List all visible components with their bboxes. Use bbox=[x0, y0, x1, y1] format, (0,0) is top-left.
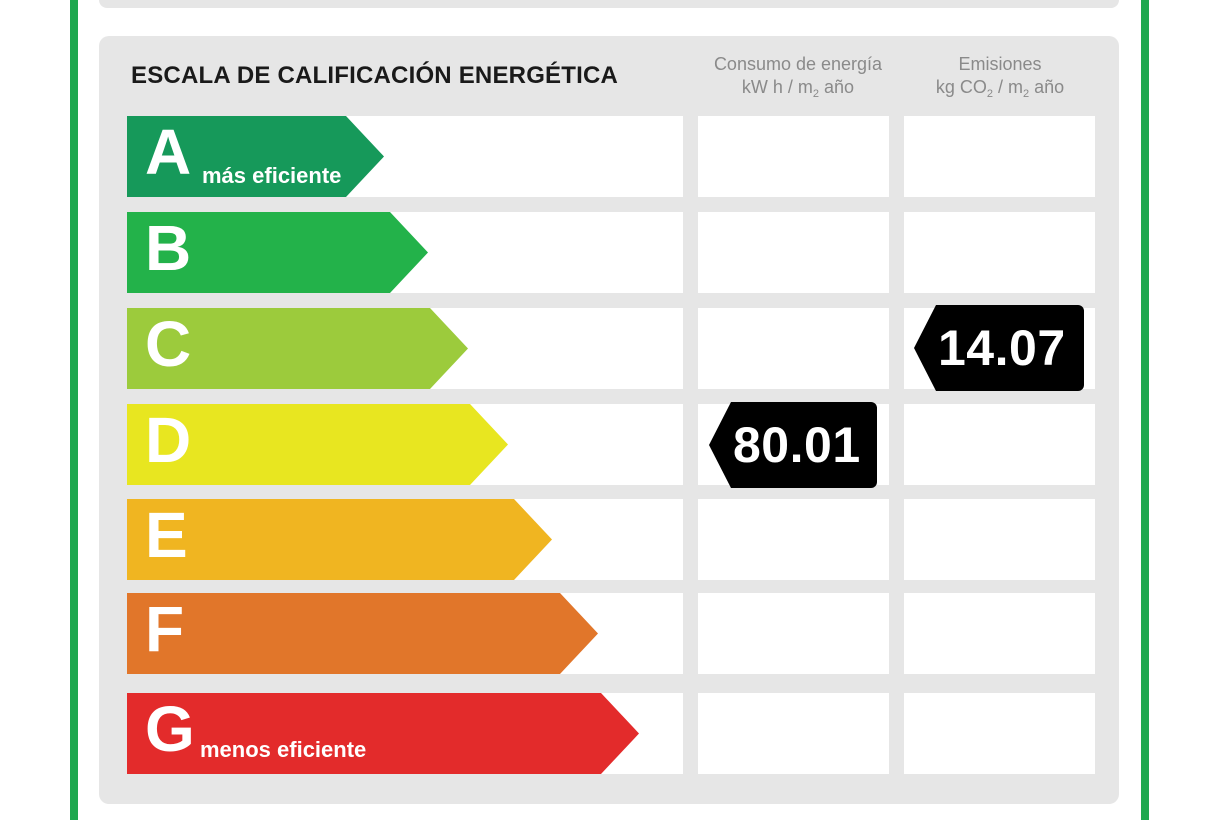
class-arrow-d: D bbox=[127, 404, 508, 485]
energy-cell-g bbox=[698, 693, 889, 774]
class-arrow-f: F bbox=[127, 593, 598, 674]
previous-section-panel bbox=[99, 0, 1119, 8]
class-letter-f: F bbox=[145, 593, 185, 665]
emissions-cell-a bbox=[904, 116, 1095, 197]
emissions-rating-marker: 14.07 bbox=[914, 305, 1084, 391]
energy-header-line1: Consumo de energía bbox=[713, 54, 883, 74]
energy-rating-marker: 80.01 bbox=[709, 402, 877, 488]
energy-cell-b bbox=[698, 212, 889, 293]
energy-cell-c bbox=[698, 308, 889, 389]
emissions-cell-g bbox=[904, 693, 1095, 774]
emissions-cell-f bbox=[904, 593, 1095, 674]
scale-title: ESCALA DE CALIFICACIÓN ENERGÉTICA bbox=[131, 62, 619, 89]
class-letter-a: A bbox=[145, 116, 192, 188]
class-letter-g: G bbox=[145, 693, 195, 765]
energy-cell-e bbox=[698, 499, 889, 580]
class-arrow-e: E bbox=[127, 499, 552, 580]
emissions-header-units: kg CO2 / m2 año bbox=[935, 77, 1065, 100]
emissions-header: Emisiones kg CO2 / m2 año bbox=[905, 53, 1095, 100]
energy-header-units: kW h / m2 año bbox=[741, 77, 855, 100]
class-letter-e: E bbox=[145, 499, 188, 571]
class-letter-b: B bbox=[145, 212, 192, 284]
emissions-header-line1: Emisiones bbox=[958, 54, 1042, 74]
energy-cell-f bbox=[698, 593, 889, 674]
energy-consumption-header: Consumo de energía kW h / m2 año bbox=[698, 53, 898, 100]
class-arrow-a: A más eficiente bbox=[127, 116, 384, 197]
class-letter-d: D bbox=[145, 404, 192, 476]
class-label-a: más eficiente bbox=[202, 163, 342, 188]
class-arrow-g: G menos eficiente bbox=[127, 693, 639, 774]
class-arrow-b: B bbox=[127, 212, 428, 293]
class-letter-c: C bbox=[145, 308, 192, 380]
class-label-g: menos eficiente bbox=[200, 737, 367, 762]
emissions-cell-d bbox=[904, 404, 1095, 485]
energy-cell-a bbox=[698, 116, 889, 197]
emissions-cell-b bbox=[904, 212, 1095, 293]
class-arrow-c: C bbox=[127, 308, 468, 389]
emissions-cell-e bbox=[904, 499, 1095, 580]
